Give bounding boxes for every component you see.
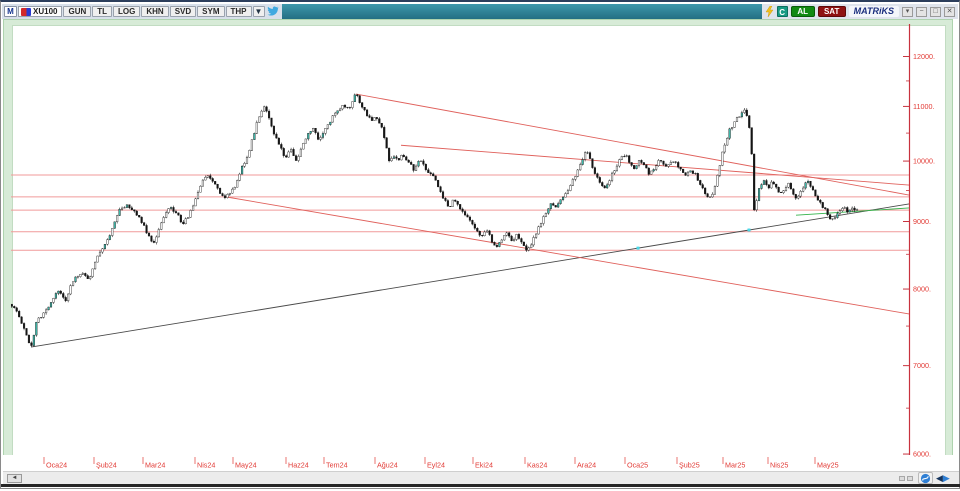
nav-right-icon: ▶ — [942, 473, 950, 483]
symbol-label: XU100 — [33, 7, 58, 16]
titlebar-left-group: M XU100 GUN TL LOG KHN SVD SYM THP ▼ — [2, 4, 282, 19]
window-menu-button[interactable]: ▾ — [902, 6, 913, 17]
symbol-field[interactable]: XU100 — [18, 6, 63, 17]
c-tool-button[interactable]: C — [776, 6, 788, 17]
sym-button[interactable]: SYM — [197, 6, 225, 17]
twitter-bird-icon[interactable] — [266, 6, 279, 17]
log-scale-button[interactable]: LOG — [113, 6, 141, 17]
currency-button[interactable]: TL — [92, 6, 113, 17]
titlebar-drag-area[interactable] — [281, 4, 762, 19]
matriks-logo-icon — [21, 7, 31, 16]
x-axis-strip — [3, 455, 953, 471]
window-minimize-button[interactable]: − — [916, 6, 927, 17]
scroll-left-button[interactable]: ◄ — [7, 474, 22, 483]
scroll-grip[interactable] — [899, 476, 905, 481]
window-maximize-button[interactable]: □ — [930, 6, 941, 17]
khn-button[interactable]: KHN — [141, 6, 169, 17]
chart-nav-arrows[interactable]: ◀▶ — [936, 473, 950, 484]
chevron-down-icon[interactable]: ▼ — [252, 6, 265, 17]
sync-icon[interactable] — [918, 472, 933, 484]
lightning-bolt-icon[interactable] — [765, 6, 774, 17]
plot-background[interactable] — [12, 25, 946, 456]
app-menu-button[interactable]: M — [4, 6, 17, 17]
window-close-button[interactable]: ✕ — [944, 6, 955, 17]
sell-button[interactable]: SAT — [817, 6, 846, 17]
scroll-grip[interactable] — [907, 476, 913, 481]
thp-button[interactable]: THP — [225, 6, 252, 17]
window-bottom-border — [1, 484, 960, 487]
bottom-scrollbar: ◄ ◀▶ — [3, 471, 959, 484]
buy-button[interactable]: AL — [790, 6, 815, 17]
chart-frame — [3, 19, 953, 458]
period-button[interactable]: GUN — [63, 6, 92, 17]
titlebar: M XU100 GUN TL LOG KHN SVD SYM THP ▼ C A… — [2, 4, 958, 19]
nav-left-icon: ◀ — [936, 473, 943, 483]
svd-button[interactable]: SVD — [169, 6, 197, 17]
brand-logo: MATRiKS — [848, 6, 899, 17]
titlebar-right-group: C AL SAT MATRiKS ▾ − □ ✕ — [761, 4, 958, 19]
